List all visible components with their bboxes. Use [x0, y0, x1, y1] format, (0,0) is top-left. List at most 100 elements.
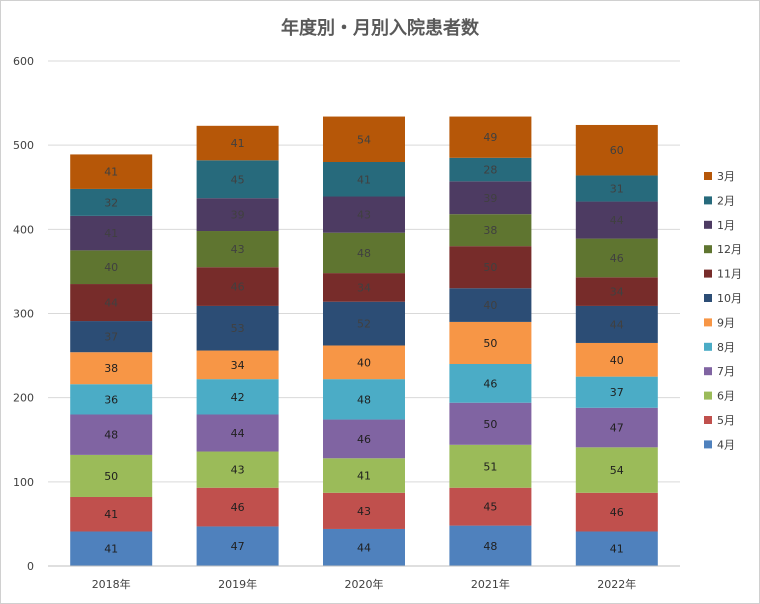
y-tick-label: 0 — [27, 560, 34, 573]
bar-value-label: 50 — [104, 470, 118, 483]
bar-segment — [449, 181, 532, 215]
bar-value-label: 48 — [104, 429, 118, 442]
bar-segment — [70, 154, 153, 189]
bar-value-label: 41 — [610, 543, 624, 556]
bar-segment — [575, 407, 658, 448]
bar-value-label: 34 — [231, 359, 245, 372]
legend-swatch — [704, 245, 712, 254]
bar-segment — [323, 162, 405, 197]
legend-swatch — [704, 172, 712, 180]
legend-swatch — [704, 294, 712, 302]
legend-label: 7月 — [717, 365, 735, 378]
bar-value-label: 48 — [357, 247, 371, 260]
bar-segment — [449, 525, 532, 566]
legend-swatch — [704, 318, 712, 327]
x-tick-label: 2019年 — [218, 577, 257, 591]
bar-segment — [196, 350, 279, 380]
bar-value-label: 44 — [357, 541, 371, 554]
bar-segment — [449, 288, 532, 322]
bar-value-label: 46 — [231, 281, 245, 294]
bar-value-label: 37 — [610, 386, 624, 399]
bar-value-label: 44 — [610, 214, 624, 227]
bar-segment — [196, 379, 279, 415]
bar-segment — [323, 345, 405, 380]
bar-segment — [70, 414, 153, 455]
bar-value-label: 40 — [357, 356, 371, 369]
bar-value-label: 31 — [610, 183, 624, 196]
legend-label: 1月 — [717, 219, 735, 232]
bar-value-label: 39 — [483, 192, 497, 205]
bar-segment — [449, 487, 532, 526]
bar-segment — [196, 125, 279, 161]
bar-value-label: 54 — [610, 464, 624, 477]
bar-segment — [449, 321, 532, 364]
bar-segment — [196, 160, 279, 199]
bar-value-label: 44 — [231, 427, 245, 440]
y-tick-label: 500 — [13, 139, 34, 152]
bar-segment — [575, 238, 658, 278]
bar-value-label: 46 — [483, 377, 497, 390]
bar-segment — [323, 419, 405, 459]
bar-value-label: 53 — [231, 322, 245, 335]
bar-segment — [323, 492, 405, 529]
bar-value-label: 51 — [483, 460, 497, 473]
bar-value-label: 43 — [357, 505, 371, 518]
bar-value-label: 43 — [231, 243, 245, 256]
bar-segment — [323, 458, 405, 493]
bar-value-label: 34 — [610, 286, 624, 299]
bar-segment — [70, 531, 153, 566]
bar-segment — [70, 454, 153, 497]
bar-value-label: 39 — [231, 209, 245, 222]
bar-value-label: 44 — [104, 297, 118, 310]
legend-swatch — [704, 440, 712, 449]
legend-label: 11月 — [717, 268, 742, 281]
bar-value-label: 41 — [104, 543, 118, 556]
bar-value-label: 41 — [357, 470, 371, 483]
y-tick-label: 300 — [13, 308, 34, 321]
legend-label: 4月 — [717, 438, 735, 451]
bar-segment — [196, 526, 279, 566]
bar-segment — [70, 321, 153, 353]
bar-segment — [449, 364, 532, 403]
bar-value-label: 46 — [231, 501, 245, 514]
y-tick-label: 100 — [13, 476, 34, 489]
x-tick-label: 2020年 — [345, 577, 384, 591]
bar-segment — [323, 116, 405, 162]
bar-value-label: 41 — [231, 137, 245, 150]
bar-segment — [70, 352, 153, 385]
legend-swatch — [704, 196, 712, 205]
legend-label: 10月 — [717, 292, 742, 305]
bar-segment — [70, 188, 153, 216]
legend-label: 12月 — [717, 243, 742, 256]
bar-value-label: 45 — [483, 501, 497, 514]
legend-swatch — [704, 416, 712, 424]
bar-segment — [575, 277, 658, 306]
bar-value-label: 40 — [104, 261, 118, 274]
bar-segment — [196, 305, 279, 351]
bar-segment — [196, 414, 279, 452]
bar-value-label: 40 — [483, 299, 497, 312]
bar-value-label: 44 — [610, 318, 624, 331]
bar-value-label: 47 — [610, 422, 624, 435]
bar-segment — [70, 496, 153, 532]
bar-segment — [70, 384, 153, 415]
bar-segment — [449, 444, 532, 488]
bar-segment — [196, 451, 279, 488]
bar-value-label: 50 — [483, 337, 497, 350]
bar-value-label: 37 — [104, 331, 118, 344]
bar-value-label: 52 — [357, 318, 371, 331]
bar-value-label: 34 — [357, 281, 371, 294]
bar-value-label: 49 — [483, 131, 497, 144]
bar-segment — [575, 175, 658, 202]
bars: 41 47 44 48 41 41 46 43 45 46 50 43 41 51 54 48 44 46 50 47… — [70, 116, 658, 566]
bar-segment — [323, 232, 405, 274]
bar-value-label: 28 — [483, 164, 497, 177]
bar-value-label: 50 — [483, 261, 497, 274]
bar-value-label: 45 — [231, 173, 245, 186]
bar-value-label: 43 — [231, 464, 245, 477]
bar-value-label: 40 — [610, 354, 624, 367]
bar-segment — [323, 379, 405, 420]
bar-value-label: 41 — [104, 227, 118, 240]
bar-value-label: 41 — [104, 508, 118, 521]
